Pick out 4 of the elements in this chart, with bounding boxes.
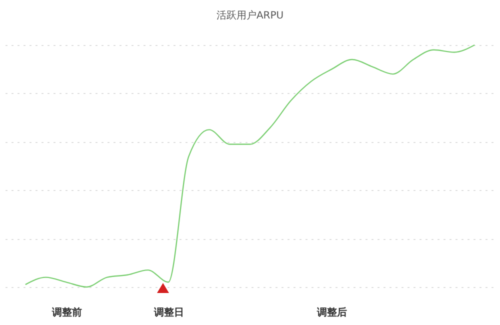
chart-title: 活跃用户ARPU xyxy=(216,9,284,22)
x-tick-label: 调整日 xyxy=(152,306,184,318)
x-tick-label: 调整后 xyxy=(316,306,348,318)
x-tick-label: 调整前 xyxy=(50,306,82,318)
